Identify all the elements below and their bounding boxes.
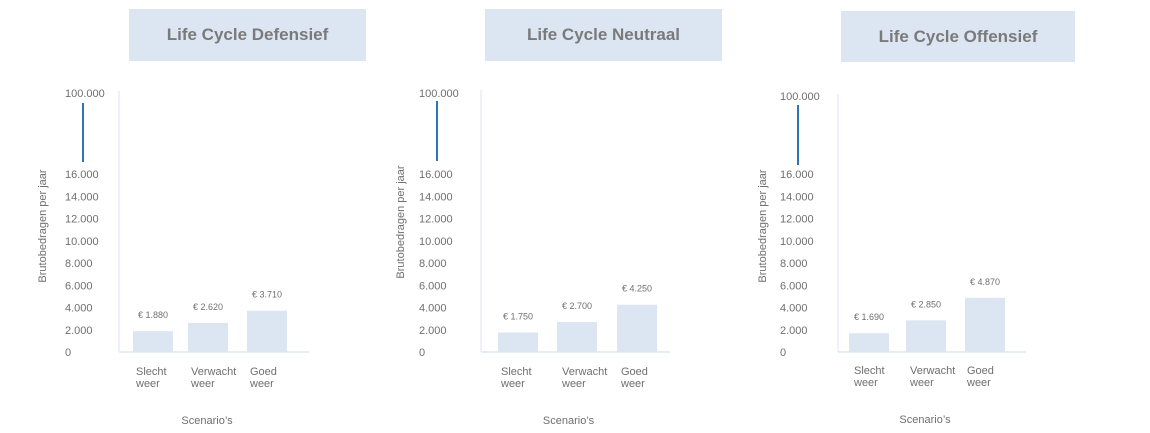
- chart-panel-defensief: Life Cycle Defensief 0 2.000 4.000 6.000 8.0…: [20, 0, 380, 433]
- y-tick-label: 2.000: [65, 325, 93, 337]
- category-label: Goed weer: [966, 365, 994, 389]
- y-tick-label: 6.000: [780, 280, 808, 292]
- bar: [188, 322, 228, 352]
- chart-title: Life Cycle Offensief: [841, 11, 1075, 62]
- chart-title: Life Cycle Defensief: [129, 9, 366, 61]
- data-label: € 2.620: [193, 302, 223, 312]
- bar: [133, 331, 173, 352]
- y-axis-title: Brutobedragen per jaar: [395, 165, 407, 278]
- category-label-line: Verwacht: [562, 366, 607, 378]
- category-label-line: weer: [620, 378, 645, 390]
- y-tick-label: 4.000: [65, 303, 93, 315]
- y-tick-label: 100.000: [419, 88, 459, 100]
- category-label-line: Slecht: [501, 366, 532, 378]
- data-label: € 2.850: [911, 299, 941, 309]
- bar: [906, 320, 946, 352]
- data-label: € 1.880: [138, 310, 168, 320]
- category-label-line: Goed: [967, 365, 994, 377]
- category-label-line: Slecht: [136, 366, 167, 378]
- bar: [965, 297, 1005, 352]
- y-tick-label: 0: [65, 347, 71, 359]
- data-label: € 4.250: [622, 284, 652, 294]
- category-label: Slecht weer: [500, 366, 532, 390]
- bar: [849, 333, 889, 352]
- data-label: € 2.700: [562, 301, 592, 311]
- x-axis-title: Scenario’s: [181, 415, 233, 427]
- bar: [498, 332, 538, 352]
- category-label-line: Goed: [621, 366, 648, 378]
- y-tick-label: 0: [780, 347, 786, 359]
- chart-panel-offensief: Life Cycle Offensief 0 2.000 4.000 6.000 8.0…: [748, 0, 1108, 433]
- y-tick-label: 8.000: [780, 258, 808, 270]
- category-label: Verwacht weer: [190, 366, 236, 390]
- chart-svg: 0 2.000 4.000 6.000 8.000 10.000 12.000 14.000 1…: [395, 88, 670, 427]
- category-label: Slecht weer: [135, 366, 167, 390]
- y-tick-label: 16.000: [419, 169, 453, 181]
- y-tick-label: 10.000: [419, 236, 453, 248]
- y-axis-title: Brutobedragen per jaar: [37, 169, 49, 282]
- category-label-line: weer: [249, 378, 274, 390]
- bar: [557, 321, 597, 352]
- chart-title: Life Cycle Neutraal: [485, 9, 722, 61]
- y-axis-title: Brutobedragen per jaar: [757, 169, 769, 282]
- category-label-line: Verwacht: [910, 365, 955, 377]
- category-label: Slecht weer: [853, 365, 885, 389]
- y-tick-label: 2.000: [419, 325, 447, 337]
- chart-panel-neutraal: Life Cycle Neutraal 0 2.000 4.000 6.000 8.00…: [384, 0, 744, 433]
- y-tick-label: 2.000: [780, 325, 808, 337]
- y-tick-label: 14.000: [419, 191, 453, 203]
- bar: [247, 310, 287, 352]
- y-tick-label: 12.000: [780, 214, 814, 226]
- data-label: € 3.710: [252, 290, 282, 300]
- x-axis-title: Scenario’s: [899, 414, 951, 426]
- data-label: € 1.750: [503, 312, 533, 322]
- y-tick-label: 14.000: [65, 191, 99, 203]
- category-label-line: weer: [561, 378, 586, 390]
- category-label-line: weer: [909, 377, 934, 389]
- y-tick-label: 12.000: [419, 214, 453, 226]
- category-label-line: weer: [500, 378, 525, 390]
- y-tick-label: 6.000: [419, 280, 447, 292]
- data-label: € 1.690: [854, 312, 884, 322]
- chart-svg: 0 2.000 4.000 6.000 8.000 10.000 12.000 14.000 1…: [37, 88, 309, 427]
- category-label: Goed weer: [620, 366, 648, 390]
- bar: [617, 304, 657, 352]
- category-label-line: Goed: [250, 366, 277, 378]
- y-tick-label: 10.000: [65, 236, 99, 248]
- y-tick-label: 8.000: [419, 258, 447, 270]
- category-label-line: weer: [190, 378, 215, 390]
- y-tick-label: 12.000: [65, 214, 99, 226]
- category-label-line: weer: [966, 377, 991, 389]
- category-label-line: weer: [135, 378, 160, 390]
- category-label: Verwacht weer: [909, 365, 955, 389]
- category-label-line: weer: [853, 377, 878, 389]
- chart-svg: 0 2.000 4.000 6.000 8.000 10.000 12.000 14.000 1…: [757, 91, 1026, 426]
- y-tick-label: 10.000: [780, 236, 814, 248]
- category-label-line: Verwacht: [191, 366, 236, 378]
- data-label: € 4.870: [970, 277, 1000, 287]
- y-tick-label: 16.000: [780, 169, 814, 181]
- y-tick-label: 0: [419, 347, 425, 359]
- category-label-line: Slecht: [854, 365, 885, 377]
- category-label: Goed weer: [249, 366, 277, 390]
- y-tick-label: 4.000: [419, 303, 447, 315]
- y-tick-label: 6.000: [65, 280, 93, 292]
- y-tick-label: 4.000: [780, 303, 808, 315]
- y-tick-label: 100.000: [65, 88, 105, 100]
- y-tick-label: 14.000: [780, 191, 814, 203]
- y-tick-label: 100.000: [780, 91, 820, 103]
- x-axis-title: Scenario’s: [543, 415, 595, 427]
- y-tick-label: 16.000: [65, 169, 99, 181]
- category-label: Verwacht weer: [561, 366, 607, 390]
- y-tick-label: 8.000: [65, 258, 93, 270]
